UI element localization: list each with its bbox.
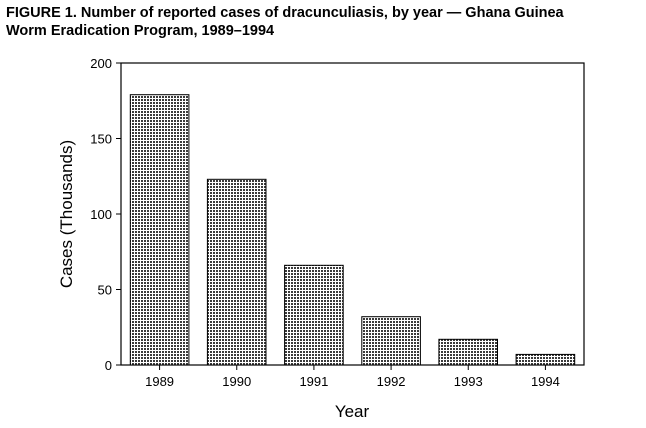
plot-frame xyxy=(120,62,585,366)
bar-1992 xyxy=(361,316,421,366)
bar-1994 xyxy=(515,353,576,366)
x-axis-label: Year xyxy=(335,402,370,421)
x-tick-label-1994: 1994 xyxy=(531,374,560,389)
y-axis: 0 50 100 150 200 xyxy=(90,56,121,373)
y-tick-label-150: 150 xyxy=(90,132,112,147)
x-tick-label-1989: 1989 xyxy=(145,374,174,389)
bar-1989 xyxy=(129,94,190,366)
bar-1990 xyxy=(206,178,267,366)
figure-title-line-2: Worm Eradication Program, 1989–1994 xyxy=(6,23,275,39)
bar-1993 xyxy=(438,338,498,366)
x-axis: 1989 1990 1991 1992 1993 1994 xyxy=(145,365,560,389)
bars-group xyxy=(129,94,576,366)
x-tick-label-1990: 1990 xyxy=(222,374,251,389)
y-tick-label-50: 50 xyxy=(98,283,112,298)
x-tick-label-1991: 1991 xyxy=(299,374,328,389)
figure-title: FIGURE 1. Number of reported cases of dr… xyxy=(6,4,642,40)
y-tick-label-100: 100 xyxy=(90,207,112,222)
figure-title-line-1: FIGURE 1. Number of reported cases of dr… xyxy=(6,5,564,21)
bar-1991 xyxy=(284,264,344,366)
y-tick-label-0: 0 xyxy=(105,358,112,373)
y-tick-label-200: 200 xyxy=(90,56,112,71)
y-axis-label: Cases (Thousands) xyxy=(57,140,76,288)
x-tick-label-1993: 1993 xyxy=(454,374,483,389)
x-tick-label-1992: 1992 xyxy=(377,374,406,389)
